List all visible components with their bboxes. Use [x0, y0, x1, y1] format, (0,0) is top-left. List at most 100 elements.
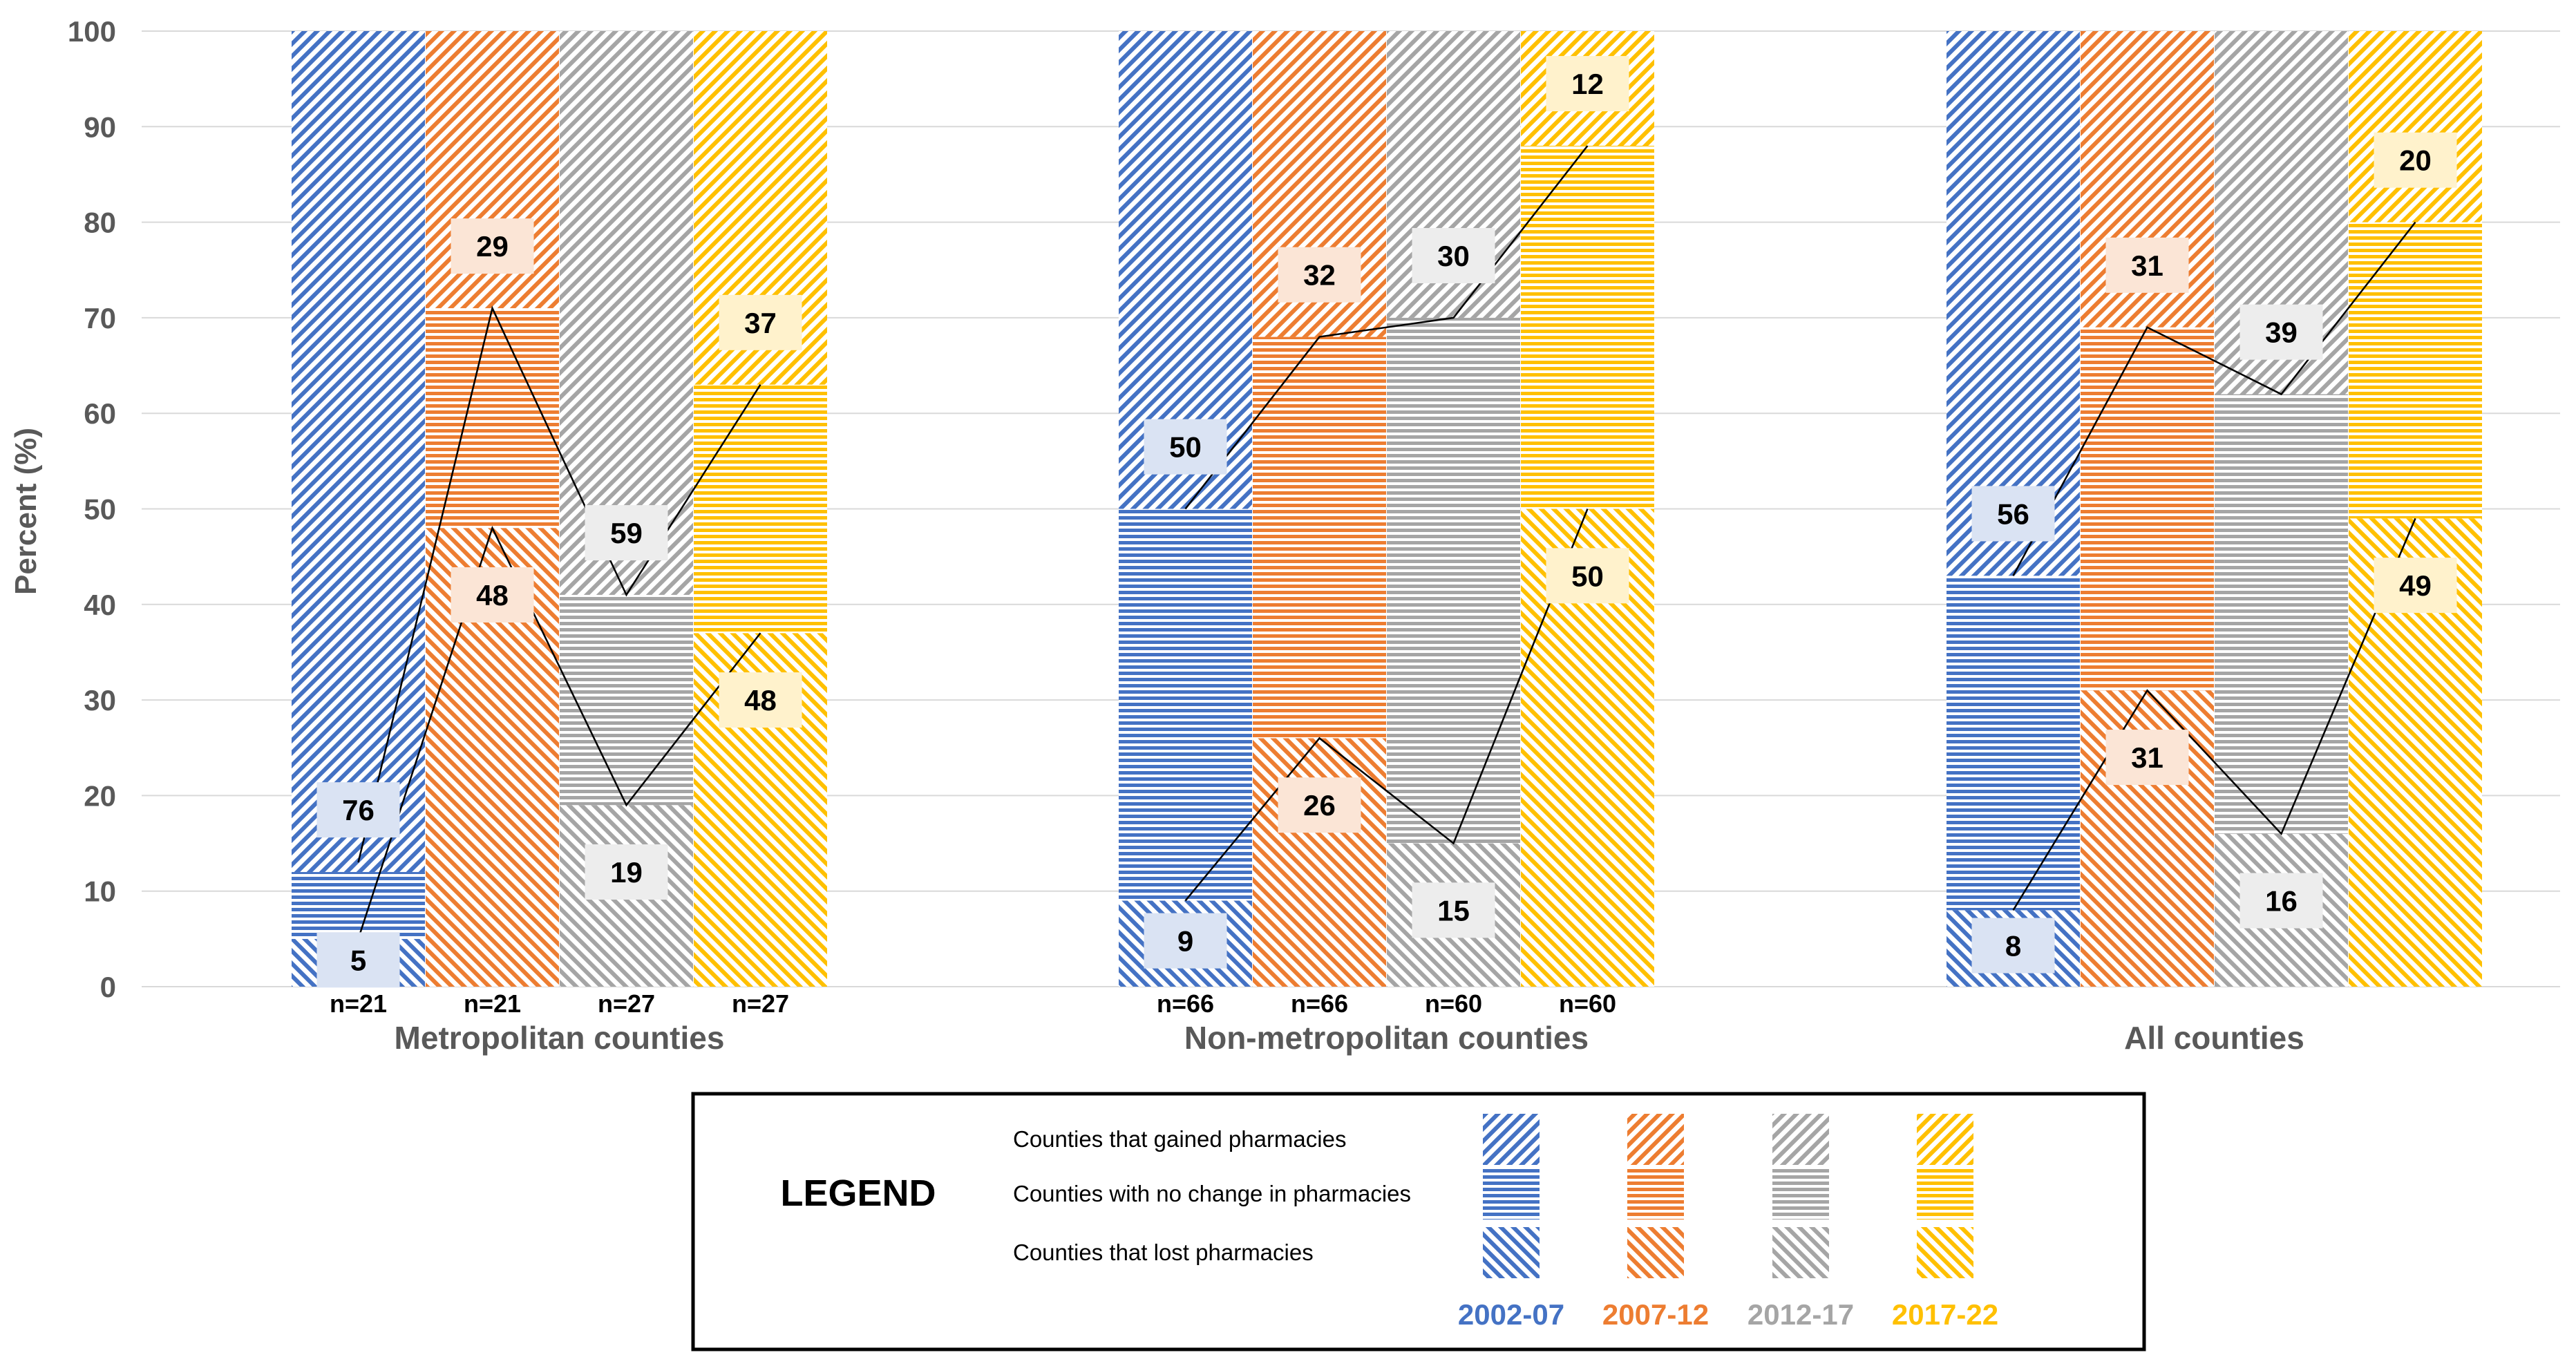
legend-period-label: 2007-12 — [1602, 1298, 1709, 1331]
data-label-text: 30 — [1437, 240, 1470, 272]
bar-segment-no-change — [292, 872, 425, 939]
data-label-box — [1144, 419, 1227, 475]
legend-swatch — [1772, 1114, 1829, 1165]
legend-swatch — [1483, 1227, 1540, 1278]
legend-title: LEGEND — [780, 1173, 936, 1214]
bar-stack — [426, 31, 559, 987]
data-label-box — [2105, 730, 2189, 786]
data-label-text: 9 — [1177, 925, 1193, 958]
data-label-text: 29 — [476, 230, 509, 263]
data-label-text: 48 — [476, 579, 509, 611]
y-tick-label: 10 — [84, 875, 116, 908]
bar-segment-no-change — [1387, 317, 1520, 844]
y-tick-label: 70 — [84, 302, 116, 334]
trend-line-lost — [1184, 509, 1589, 902]
y-tick-label: 30 — [84, 684, 116, 717]
bar-stack — [1387, 31, 1520, 987]
legend-swatch — [1917, 1114, 1973, 1165]
bar-stack — [1947, 31, 2080, 987]
data-label: 59 — [585, 505, 668, 561]
data-label: 49 — [2374, 558, 2457, 614]
bar-segment-no-change — [1947, 576, 2080, 911]
legend-swatch — [1627, 1227, 1684, 1278]
y-tick-label: 40 — [84, 589, 116, 621]
legend-row-label: Counties that lost pharmacies — [1013, 1240, 1314, 1265]
data-label-box — [1144, 913, 1227, 969]
legend-swatch — [1772, 1168, 1829, 1220]
data-label: 31 — [2105, 730, 2189, 786]
trend-line-lost — [2012, 518, 2416, 911]
data-label-box — [451, 218, 534, 274]
legend-period-label: 2017-22 — [1892, 1298, 1998, 1331]
n-label: n=27 — [598, 989, 655, 1018]
y-tick-label: 100 — [68, 15, 116, 48]
data-label-text: 39 — [2265, 316, 2298, 349]
data-label: 12 — [1546, 56, 1629, 112]
bar-segment-no-change — [2349, 222, 2482, 519]
data-label-box — [1971, 918, 2055, 974]
data-label-text: 76 — [342, 794, 375, 826]
bar-segment-no-change — [694, 384, 827, 634]
data-label-text: 32 — [1303, 259, 1336, 292]
data-label-text: 37 — [744, 307, 777, 339]
data-label: 50 — [1546, 548, 1629, 604]
data-label-box — [719, 672, 802, 728]
data-label-text: 48 — [744, 684, 777, 717]
bar-stack — [2081, 31, 2214, 987]
data-label: 48 — [719, 672, 802, 728]
data-label: 48 — [451, 567, 534, 623]
data-label-box — [1412, 228, 1495, 284]
trend-line-upper — [357, 305, 761, 863]
data-label-text: 16 — [2265, 885, 2298, 918]
trend-line-upper — [2012, 221, 2416, 576]
bar-stack — [2215, 31, 2348, 987]
data-label-box — [451, 567, 534, 623]
y-tick-label: 0 — [100, 971, 116, 1003]
data-label: 19 — [585, 844, 668, 900]
data-label: 30 — [1412, 228, 1495, 284]
data-label: 26 — [1278, 777, 1361, 833]
data-label-text: 19 — [610, 856, 643, 889]
legend-period-label: 2002-07 — [1458, 1298, 1564, 1331]
bar-segment-no-change — [426, 308, 559, 529]
data-label: 16 — [2239, 873, 2323, 929]
legend-swatch — [1483, 1168, 1540, 1220]
data-label-box — [1412, 882, 1495, 938]
trend-line-lost — [357, 525, 761, 940]
data-label: 9 — [1144, 913, 1227, 969]
data-label: 39 — [2239, 304, 2323, 360]
bar-segment-no-change — [560, 594, 693, 806]
data-label-text: 50 — [1571, 560, 1604, 592]
data-label-text: 8 — [2005, 930, 2021, 962]
data-label-text: 31 — [2131, 741, 2163, 774]
data-labels: 5 76 48 29 19 59 48 37 9 50 26 32 15 30 50 12 8 56 31 31 16 3… — [316, 56, 2457, 988]
data-label-text: 59 — [610, 517, 643, 549]
data-label-box — [2374, 132, 2457, 188]
bar-segment-no-change — [1119, 509, 1252, 901]
data-label-box — [2374, 558, 2457, 614]
data-label-text: 26 — [1303, 789, 1336, 822]
trend-lines — [357, 145, 2416, 940]
legend-swatch — [1483, 1114, 1540, 1165]
bar-segment-gained — [1947, 31, 2080, 576]
data-label-text: 56 — [1997, 497, 2029, 530]
data-label-box — [2239, 873, 2323, 929]
legend-period-label: 2012-17 — [1748, 1298, 1854, 1331]
data-label: 56 — [1971, 486, 2055, 542]
data-label: 37 — [719, 294, 802, 350]
legend-swatch — [1772, 1227, 1829, 1278]
y-tick-label: 50 — [84, 493, 116, 526]
data-label: 29 — [451, 218, 534, 274]
legend-swatch — [1627, 1114, 1684, 1165]
bar-segment-gained — [2349, 31, 2482, 222]
data-label-box — [719, 294, 802, 350]
data-label: 20 — [2374, 132, 2457, 188]
y-tick-label: 90 — [84, 111, 116, 143]
data-label-box — [316, 782, 400, 838]
data-label: 15 — [1412, 882, 1495, 938]
legend-swatch — [1917, 1168, 1973, 1220]
data-label-box — [1546, 548, 1629, 604]
data-label-text: 15 — [1437, 894, 1470, 927]
